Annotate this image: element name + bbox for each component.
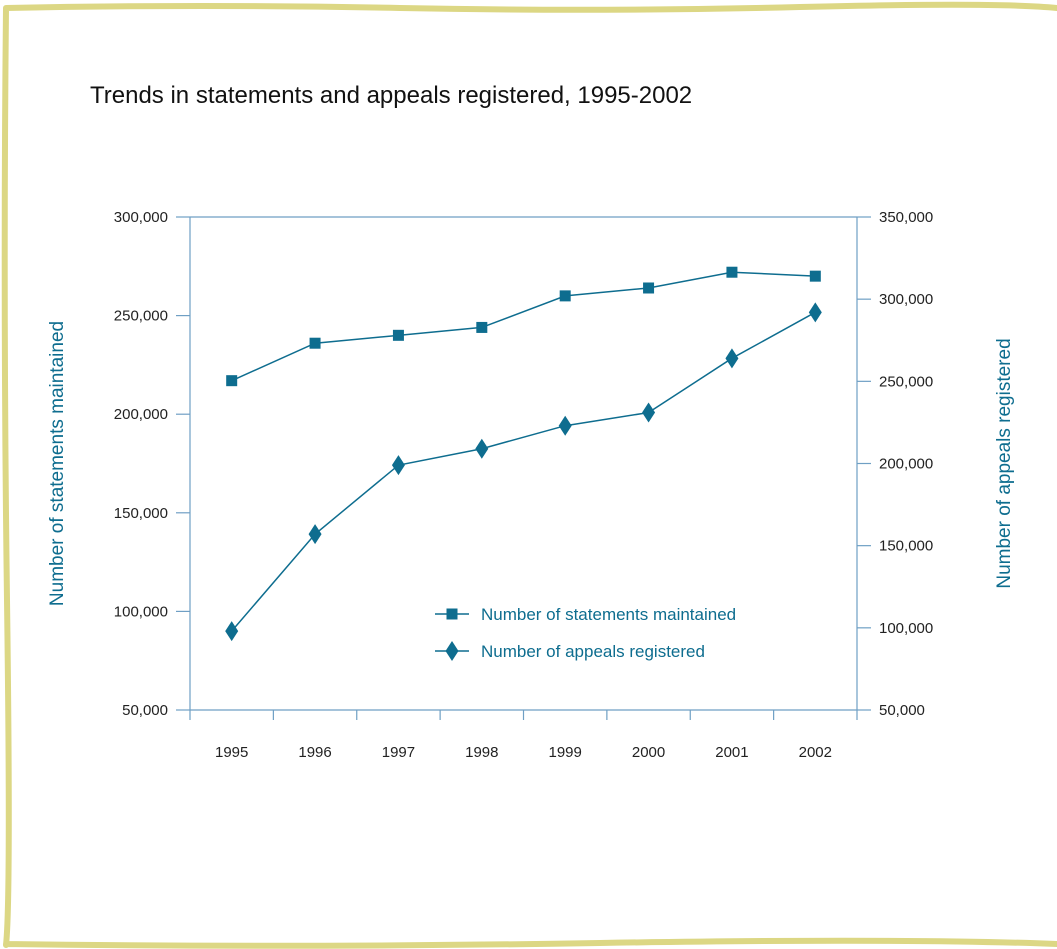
x-tick-label: 1999 <box>549 744 582 761</box>
y-right-axis-title: Number of appeals registered <box>994 338 1015 588</box>
y-left-tick-label: 100,000 <box>114 603 168 620</box>
statements-point <box>643 282 655 294</box>
y-left-tick-label: 150,000 <box>114 505 168 522</box>
appeals-point <box>391 455 405 476</box>
statements-point <box>226 375 238 387</box>
x-tick-label: 1996 <box>298 744 331 761</box>
legend-label: Number of statements maintained <box>481 605 736 624</box>
appeals-line <box>231 311 816 632</box>
statements-point <box>809 270 821 282</box>
statements-point <box>559 290 571 302</box>
x-tick-label: 2000 <box>632 744 665 761</box>
legend-diamond-marker <box>445 641 459 661</box>
chart-marks <box>225 266 822 642</box>
legend-label: Number of appeals registered <box>481 642 705 661</box>
x-tick-label: 1997 <box>382 744 415 761</box>
x-tick-label: 1995 <box>215 744 248 761</box>
y-right-tick-label: 250,000 <box>879 373 933 390</box>
statements-point <box>476 321 488 333</box>
appeals-point <box>808 302 822 323</box>
y-left-tick-label: 250,000 <box>114 308 168 325</box>
legend-square-marker <box>446 608 458 620</box>
statements-point <box>726 266 738 278</box>
appeals-point <box>725 348 739 369</box>
x-tick-label: 2002 <box>799 744 832 761</box>
y-right-tick-label: 50,000 <box>879 702 925 719</box>
y-right-tick-label: 100,000 <box>879 620 933 637</box>
y-right-tick-label: 300,000 <box>879 291 933 308</box>
appeals-point <box>642 402 656 423</box>
appeals-point <box>558 415 572 436</box>
x-tick-label: 2001 <box>715 744 748 761</box>
y-right-tick-label: 350,000 <box>879 209 933 226</box>
statements-point <box>309 337 321 349</box>
statements-point <box>392 329 404 341</box>
appeals-point <box>225 621 239 642</box>
y-left-tick-label: 50,000 <box>122 702 168 719</box>
axes: 50,000 100,000 150,000 200,000 250,000 300,00… <box>47 209 1015 761</box>
y-right-tick-label: 200,000 <box>879 456 933 473</box>
legend: Number of statements maintained Number of… <box>435 605 736 661</box>
chart-title: Trends in statements and appeals registe… <box>90 82 693 109</box>
appeals-point <box>475 438 489 459</box>
y-left-tick-label: 200,000 <box>114 406 168 423</box>
x-tick-label: 1998 <box>465 744 498 761</box>
appeals-point <box>308 524 322 545</box>
y-left-axis-title: Number of statements maintained <box>47 321 68 606</box>
statements-line <box>231 271 816 382</box>
y-left-tick-label: 300,000 <box>114 209 168 226</box>
y-right-tick-label: 150,000 <box>879 538 933 555</box>
